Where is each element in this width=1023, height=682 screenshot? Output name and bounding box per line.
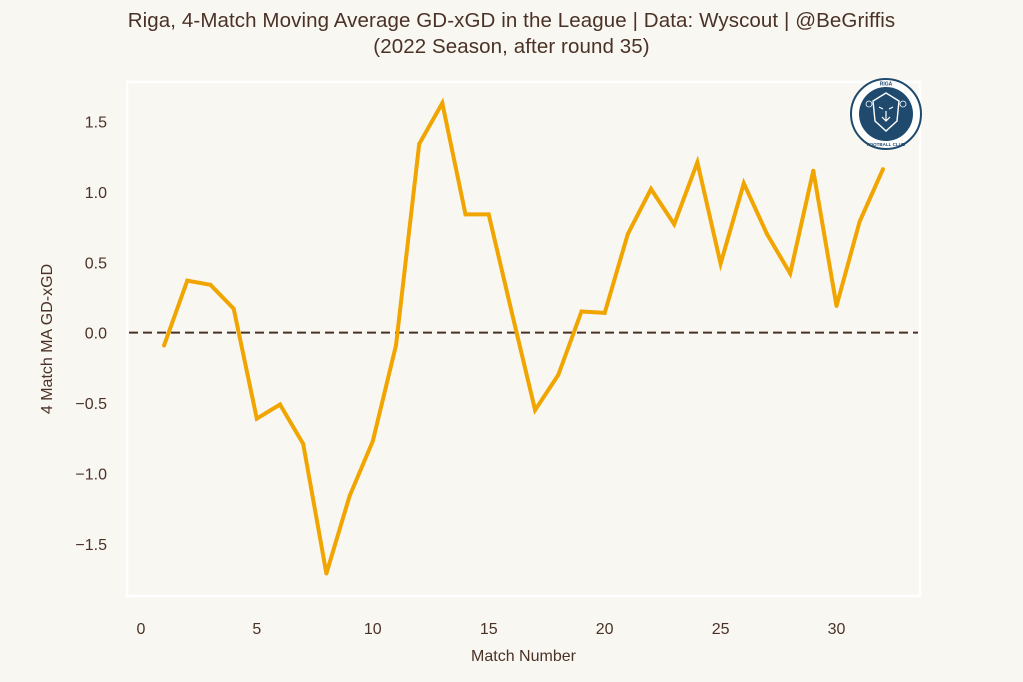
logo-top-text: RIGA — [880, 82, 893, 88]
y-tick-label: 0.5 — [85, 255, 107, 272]
data-point — [324, 571, 329, 576]
data-point — [254, 416, 259, 421]
x-tick-label: 10 — [364, 621, 382, 638]
data-point — [417, 141, 422, 146]
chart-subtitle: (2022 Season, after round 35) — [373, 35, 650, 58]
x-tick-label: 0 — [136, 621, 145, 638]
y-tick-label: 0.0 — [85, 326, 107, 343]
series-group — [162, 97, 885, 576]
data-point — [486, 212, 491, 217]
x-tick-label: 20 — [596, 621, 614, 638]
series-line — [162, 97, 885, 575]
y-axis-label: 4 Match MA GD-xGD — [39, 264, 56, 414]
x-tick-label: 30 — [828, 621, 846, 638]
data-point — [880, 167, 885, 172]
x-tick-label: 15 — [480, 621, 498, 638]
data-point — [231, 306, 236, 311]
data-point — [579, 309, 584, 314]
data-point — [556, 372, 561, 377]
data-point — [718, 261, 723, 266]
data-point — [695, 160, 700, 165]
data-point — [788, 271, 793, 276]
y-tick-label: −0.5 — [75, 396, 107, 413]
data-point — [672, 222, 677, 227]
data-point — [301, 441, 306, 446]
data-point — [440, 101, 445, 106]
data-point — [509, 310, 514, 315]
y-tick-label: −1.0 — [75, 466, 107, 483]
x-axis-label: Match Number — [471, 648, 577, 665]
club-logo: RIGA FOOTBALL CLUB — [849, 77, 923, 151]
data-point — [625, 232, 630, 237]
logo-bottom-text: FOOTBALL CLUB — [867, 142, 906, 147]
data-point — [393, 343, 398, 348]
data-point — [347, 494, 352, 499]
x-tick-label: 25 — [712, 621, 730, 638]
y-axis-ticks: 1.5 1.0 0.5 0.0 −0.5 −1.0 −1.5 — [75, 114, 107, 553]
x-axis-ticks: 0 5 10 15 20 25 30 — [136, 621, 845, 638]
data-point — [834, 303, 839, 308]
data-point — [649, 187, 654, 192]
data-point — [463, 212, 468, 217]
data-point — [162, 343, 167, 348]
data-point — [533, 408, 538, 413]
y-tick-label: −1.5 — [75, 537, 107, 554]
data-point — [602, 310, 607, 315]
chart-title: Riga, 4-Match Moving Average GD-xGD in t… — [127, 9, 896, 32]
data-point — [811, 168, 816, 173]
data-point — [185, 278, 190, 283]
data-point — [278, 402, 283, 407]
y-tick-label: 1.5 — [85, 114, 107, 131]
y-tick-label: 1.0 — [85, 185, 107, 202]
data-point — [370, 439, 375, 444]
data-point — [208, 282, 213, 287]
data-point — [741, 181, 746, 186]
riga-fc-lion-crest-icon: RIGA FOOTBALL CLUB — [850, 78, 922, 150]
data-point — [857, 219, 862, 224]
data-point — [764, 232, 769, 237]
x-tick-label: 5 — [252, 621, 261, 638]
plot-area — [125, 80, 922, 598]
